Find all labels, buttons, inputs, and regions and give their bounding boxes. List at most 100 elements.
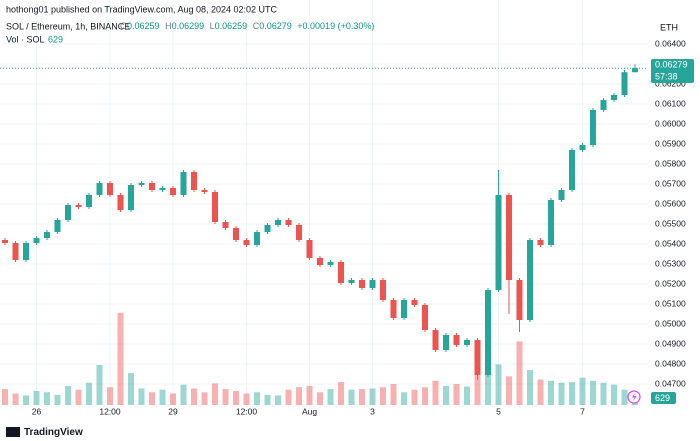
volume-bar — [65, 385, 71, 405]
candle-body — [23, 243, 29, 260]
candle-body — [569, 150, 575, 190]
y-tick-label: 0.06200 — [655, 78, 686, 88]
volume-tag-value: 629 — [655, 393, 670, 403]
volume-bar — [138, 388, 145, 405]
price-tag-value: 0.06279 — [655, 59, 688, 69]
candle-body — [222, 222, 229, 228]
volume-bar — [600, 382, 607, 405]
volume-bar — [128, 373, 134, 405]
volume-bar — [390, 384, 397, 405]
volume-bar — [170, 393, 176, 405]
volume-bar — [117, 312, 124, 405]
volume-bar — [54, 394, 61, 405]
volume-bar — [201, 392, 208, 405]
candle-body — [485, 290, 491, 375]
candle-body — [516, 280, 523, 320]
y-tick-label: 0.05800 — [655, 158, 686, 168]
volume-bar — [485, 359, 491, 405]
volume-bar — [506, 376, 512, 405]
o-value: 0.06259 — [127, 21, 160, 31]
candle-body — [12, 243, 19, 260]
candle-body — [201, 190, 208, 192]
candle-body — [306, 240, 313, 258]
volume-bar — [621, 389, 628, 405]
candle-body — [170, 188, 176, 195]
h-label: H — [165, 21, 172, 31]
candle-body — [359, 280, 365, 288]
volume-bar — [464, 386, 470, 405]
volume-bar — [233, 391, 239, 405]
candle-body — [390, 300, 397, 318]
candle-body — [453, 335, 460, 345]
alert-bolt — [632, 392, 637, 402]
volume-bar — [474, 366, 481, 405]
volume-bar — [275, 395, 281, 405]
volume-bar — [348, 389, 355, 405]
l-value: 0.06259 — [215, 21, 248, 31]
y-tick-label: 0.04900 — [655, 338, 686, 348]
volume-bar — [306, 385, 313, 405]
candle-body — [44, 232, 50, 238]
volume-bar — [516, 341, 523, 405]
candle-body — [285, 220, 292, 225]
candle-body — [117, 195, 124, 210]
y-tick-label: 0.05900 — [655, 138, 686, 148]
volume-bar — [611, 384, 617, 405]
candle-body — [506, 195, 512, 280]
volume-bar — [527, 370, 533, 405]
candle-body — [107, 183, 113, 195]
volume-bar — [411, 389, 418, 405]
price-axis: 0.064000.063000.062000.061000.060000.059… — [32, 38, 686, 416]
candle-body — [422, 305, 428, 330]
x-tick-label: 7 — [580, 406, 585, 416]
volume-bar — [264, 394, 271, 405]
price-tag — [651, 59, 694, 83]
candle-body — [600, 100, 607, 110]
x-tick-label: 12:00 — [236, 406, 258, 416]
volume-bar — [285, 389, 292, 405]
y-tick-label: 0.06000 — [655, 118, 686, 128]
countdown: 57:38 — [655, 71, 678, 81]
candle-layer — [0, 64, 648, 380]
y-tick-label: 0.05300 — [655, 258, 686, 268]
candle-body — [590, 110, 596, 145]
candle-body — [474, 340, 481, 375]
candle-body — [138, 183, 145, 185]
volume-bar — [401, 392, 407, 405]
candle-body — [558, 190, 565, 200]
candle-body — [495, 195, 502, 290]
volume-bar — [338, 382, 344, 405]
x-tick-label: 5 — [496, 406, 501, 416]
volume-bar — [453, 384, 460, 405]
candle-body — [33, 238, 40, 243]
volume-bar — [96, 364, 103, 405]
y-tick-label: 0.04800 — [655, 358, 686, 368]
volume-bar — [2, 389, 8, 405]
volume-current: 629 — [48, 34, 63, 44]
candle-body — [54, 220, 61, 232]
volume-bar — [579, 377, 586, 405]
volume-bar — [537, 379, 544, 405]
volume-bar — [548, 380, 554, 405]
y-tick-label: 0.06100 — [655, 98, 686, 108]
candle-body — [86, 195, 92, 207]
candle-body — [275, 220, 281, 225]
candle-body — [317, 258, 323, 265]
volume-bar — [359, 389, 365, 405]
y-tick-label: 0.05000 — [655, 318, 686, 328]
y-tick-label: 0.05600 — [655, 198, 686, 208]
candle-body — [159, 188, 166, 190]
candle-body — [75, 205, 82, 207]
volume-bar — [558, 382, 565, 405]
volume-bar — [86, 382, 92, 405]
volume-bar — [180, 384, 187, 405]
candle-body — [443, 335, 449, 350]
candle-body — [611, 95, 617, 100]
x-tick-label: 12:00 — [99, 406, 121, 416]
candle-body — [65, 205, 71, 220]
candle-body — [327, 262, 334, 265]
brand-logo — [6, 427, 20, 437]
candle-body — [96, 183, 103, 195]
o-label: O — [120, 21, 127, 31]
volume-layer — [2, 312, 638, 405]
